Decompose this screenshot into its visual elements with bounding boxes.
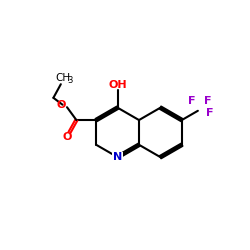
Text: N: N: [113, 152, 122, 162]
Text: CH: CH: [55, 73, 70, 83]
Text: F: F: [188, 96, 196, 106]
Text: OH: OH: [108, 80, 127, 90]
Text: F: F: [204, 96, 212, 106]
Text: F: F: [206, 108, 214, 118]
Text: O: O: [57, 100, 66, 110]
Text: O: O: [62, 132, 72, 142]
Text: 3: 3: [68, 76, 73, 84]
